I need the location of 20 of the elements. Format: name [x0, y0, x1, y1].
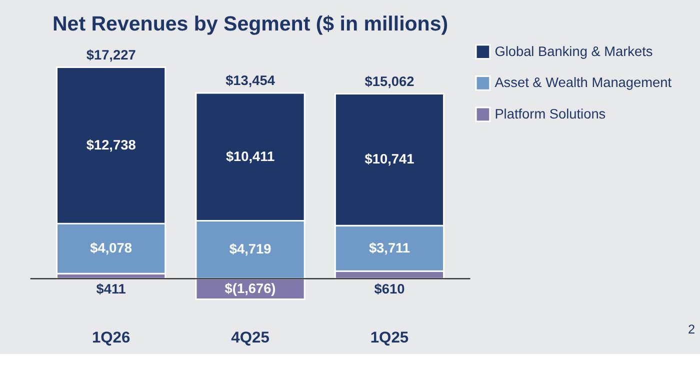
data-label: $4,719: [229, 242, 272, 257]
x-tick-label: 1Q25: [370, 330, 409, 347]
data-label: $610: [374, 281, 406, 296]
x-tick-label: 1Q26: [92, 330, 130, 347]
text: 2: [688, 322, 696, 336]
data-label: $12,738: [86, 137, 136, 152]
chart-title: Net Revenues by Segment ($ in millions): [52, 12, 448, 36]
legend-label: Platform Solutions: [494, 106, 606, 122]
legend-label: Asset & Wealth Management: [494, 75, 672, 90]
data-label: $10,741: [364, 152, 415, 167]
data-label: $10,411: [226, 148, 276, 164]
total-label: $13,454: [226, 73, 276, 88]
total-label: $15,062: [364, 74, 415, 89]
x-tick-label: 4Q25: [231, 330, 270, 347]
total-label: $17,227: [86, 47, 136, 62]
data-label: $(1,676): [224, 280, 276, 296]
legend-label: Global Banking & Markets: [494, 44, 653, 59]
data-label: $3,711: [368, 240, 410, 256]
data-label: $411: [96, 281, 126, 296]
data-label: $4,078: [90, 240, 132, 256]
